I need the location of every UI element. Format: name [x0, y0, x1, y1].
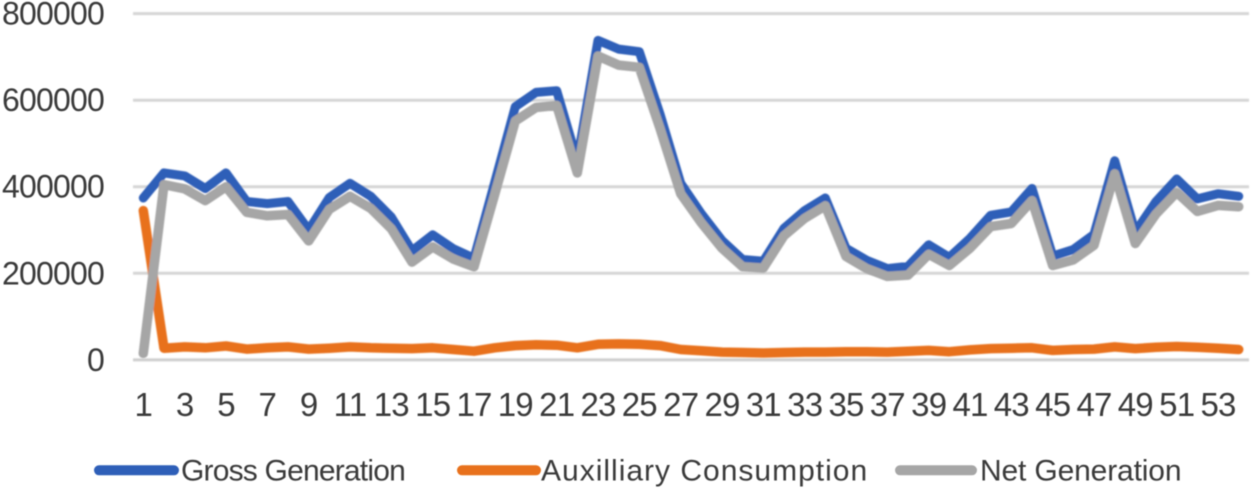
- svg-text:0: 0: [87, 342, 104, 378]
- svg-text:Auxilliary Consumption: Auxilliary Consumption: [541, 455, 868, 488]
- svg-text:51: 51: [1159, 386, 1194, 423]
- svg-text:Net Generation: Net Generation: [980, 455, 1181, 488]
- svg-text:9: 9: [300, 386, 318, 423]
- svg-text:39: 39: [911, 386, 946, 423]
- svg-text:13: 13: [374, 386, 409, 423]
- svg-text:43: 43: [994, 386, 1029, 423]
- svg-text:Gross Generation: Gross Generation: [181, 455, 405, 488]
- svg-text:21: 21: [539, 386, 574, 423]
- svg-text:400000: 400000: [2, 169, 104, 205]
- svg-text:17: 17: [456, 386, 491, 423]
- svg-text:25: 25: [622, 386, 657, 423]
- svg-text:35: 35: [828, 386, 863, 423]
- svg-text:19: 19: [498, 386, 533, 423]
- svg-text:53: 53: [1200, 386, 1235, 423]
- svg-text:7: 7: [259, 386, 277, 423]
- svg-text:200000: 200000: [2, 255, 104, 291]
- svg-text:3: 3: [176, 386, 194, 423]
- svg-text:45: 45: [1035, 386, 1070, 423]
- svg-text:23: 23: [580, 386, 615, 423]
- svg-text:27: 27: [663, 386, 698, 423]
- svg-text:800000: 800000: [2, 0, 104, 32]
- svg-text:47: 47: [1076, 386, 1111, 423]
- svg-text:33: 33: [787, 386, 822, 423]
- svg-text:5: 5: [217, 386, 235, 423]
- svg-text:41: 41: [952, 386, 987, 423]
- svg-text:15: 15: [415, 386, 450, 423]
- svg-text:49: 49: [1118, 386, 1153, 423]
- svg-text:37: 37: [870, 386, 905, 423]
- svg-text:29: 29: [704, 386, 739, 423]
- svg-text:11: 11: [334, 386, 367, 423]
- svg-text:1: 1: [135, 386, 153, 423]
- svg-text:31: 31: [746, 386, 781, 423]
- svg-text:600000: 600000: [2, 82, 104, 118]
